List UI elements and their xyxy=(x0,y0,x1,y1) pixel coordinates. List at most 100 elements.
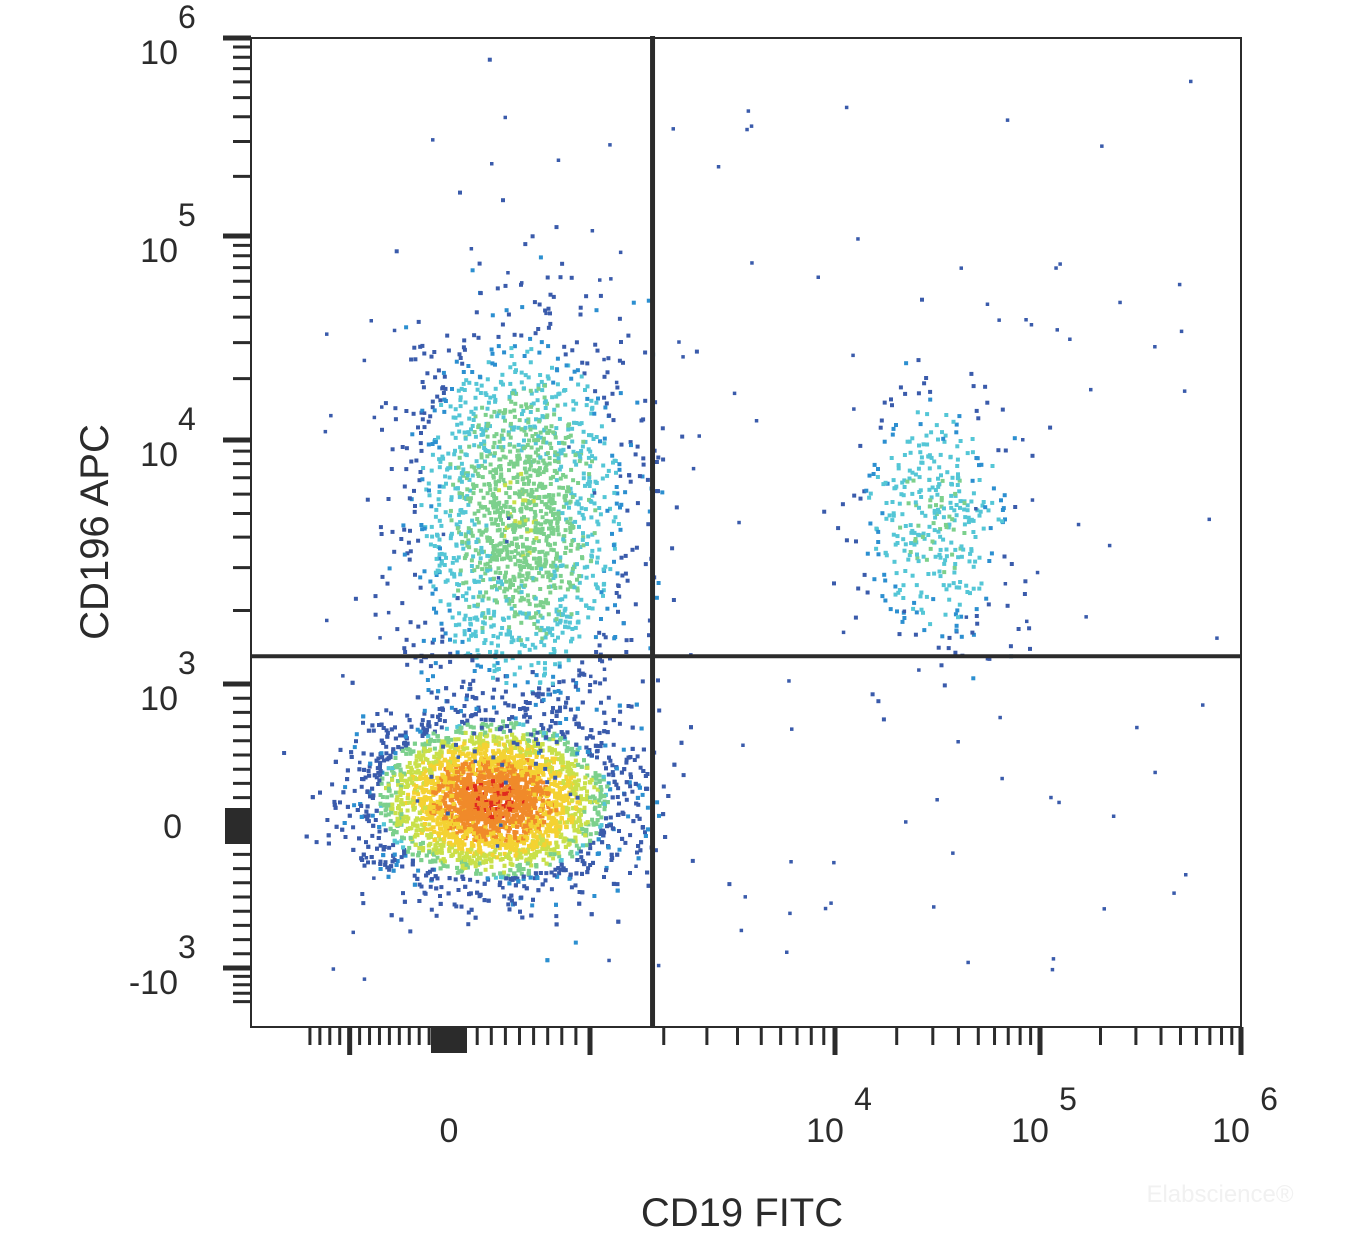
event-dot xyxy=(540,771,545,775)
event-dot xyxy=(590,817,595,822)
event-dot xyxy=(456,745,461,750)
event-dot xyxy=(443,809,447,813)
event-dot xyxy=(568,872,573,877)
event-dot xyxy=(461,812,466,817)
event-dot xyxy=(429,827,433,832)
event-dot xyxy=(460,825,465,830)
event-dot xyxy=(608,815,613,820)
event-dot xyxy=(594,831,599,836)
event-dot xyxy=(530,759,535,763)
event-dot xyxy=(548,847,553,852)
event-dot xyxy=(391,773,396,778)
event-dot xyxy=(544,759,548,764)
event-dot xyxy=(469,907,474,912)
event-dot xyxy=(579,855,584,860)
event-dot xyxy=(475,807,480,812)
event-dot xyxy=(496,761,501,766)
event-dot xyxy=(526,820,531,825)
event-dot xyxy=(488,831,493,836)
plot-frame xyxy=(250,37,1242,1028)
event-dot xyxy=(465,865,470,870)
event-dot xyxy=(425,827,430,832)
event-dot xyxy=(621,747,626,752)
event-dot xyxy=(538,871,543,875)
event-dot xyxy=(534,834,539,839)
event-dot xyxy=(460,816,465,821)
event-dot xyxy=(462,835,467,840)
event-dot xyxy=(361,751,366,756)
event-dot xyxy=(391,747,396,752)
event-dot xyxy=(590,753,594,758)
event-dot xyxy=(595,818,600,823)
event-dot xyxy=(567,801,572,806)
event-dot xyxy=(440,809,445,814)
event-dot xyxy=(468,861,473,866)
event-dot xyxy=(372,773,377,778)
event-dot xyxy=(630,746,635,751)
event-dot xyxy=(450,753,455,758)
event-dot xyxy=(580,797,585,802)
event-dot xyxy=(447,841,452,846)
event-dot xyxy=(433,874,438,879)
event-dot xyxy=(456,737,461,742)
event-dot xyxy=(447,808,452,813)
event-dot xyxy=(639,726,644,731)
event-dot xyxy=(515,824,520,829)
event-dot xyxy=(529,853,534,857)
event-dot xyxy=(601,833,606,838)
event-dot xyxy=(426,734,431,739)
event-dot xyxy=(377,829,382,834)
event-dot xyxy=(571,824,576,829)
event-dot xyxy=(416,853,421,858)
event-dot xyxy=(448,745,453,750)
event-dot xyxy=(471,760,475,765)
event-dot xyxy=(449,784,454,788)
event-dot xyxy=(636,844,641,848)
event-dot xyxy=(540,814,545,819)
event-dot xyxy=(349,750,354,755)
event-dot xyxy=(511,803,516,808)
event-dot xyxy=(398,787,403,792)
event-dot xyxy=(556,830,561,834)
event-dot xyxy=(368,794,372,799)
event-dot xyxy=(558,824,563,829)
event-dot xyxy=(468,877,473,882)
event-dot xyxy=(448,789,453,794)
event-dot xyxy=(493,847,498,852)
event-dot xyxy=(468,794,473,799)
event-dot xyxy=(472,808,477,813)
event-dot xyxy=(558,721,563,725)
event-dot xyxy=(391,770,396,775)
event-dot xyxy=(393,736,398,741)
event-dot xyxy=(371,860,376,865)
event-dot xyxy=(446,821,451,826)
event-dot xyxy=(417,776,422,781)
event-dot xyxy=(536,826,541,831)
event-dot xyxy=(445,766,450,770)
event-dot xyxy=(439,777,444,782)
event-dot xyxy=(589,728,594,733)
event-dot xyxy=(507,755,512,760)
population-1 xyxy=(282,596,732,963)
event-dot xyxy=(365,817,370,822)
event-dot xyxy=(363,775,368,780)
event-dot xyxy=(507,840,512,845)
event-dot xyxy=(374,758,379,763)
event-dot xyxy=(419,858,424,863)
event-dot xyxy=(576,778,581,783)
event-dot xyxy=(403,734,408,739)
event-dot xyxy=(475,890,480,895)
event-dot xyxy=(325,818,330,822)
event-dot xyxy=(401,791,406,795)
event-dot xyxy=(578,794,583,799)
event-dot xyxy=(556,824,561,829)
event-dot xyxy=(478,849,483,854)
event-dot xyxy=(524,829,529,833)
event-dot xyxy=(484,830,489,835)
event-dot xyxy=(594,822,599,827)
event-dot xyxy=(383,828,388,833)
event-dot xyxy=(501,751,506,756)
event-dot xyxy=(509,721,514,726)
event-dot xyxy=(389,727,394,732)
event-dot xyxy=(354,732,359,737)
